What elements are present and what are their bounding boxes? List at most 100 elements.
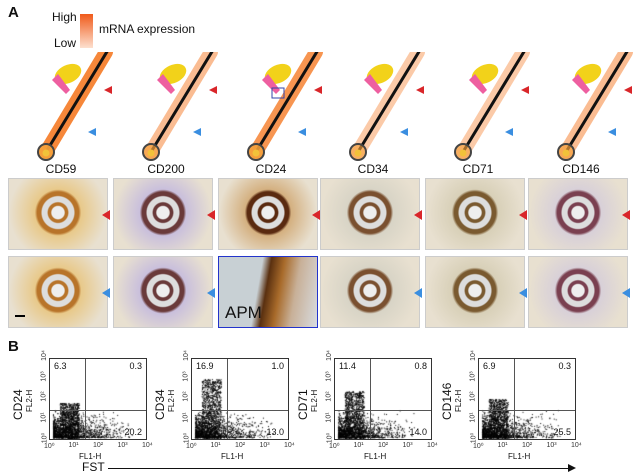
y-tick-label: 10¹ [469,411,477,423]
follicle-schematic [37,52,113,161]
follicle-schematic [142,52,218,161]
legend-title: mRNA expression [99,22,196,36]
histology-micrograph [528,178,628,250]
x-axis-label: FL1-H [79,452,102,461]
y-tick-label: 10² [40,391,48,402]
y-tick-label: 10³ [469,370,477,382]
y-tick-label: 10¹ [40,411,48,423]
histology-micrograph [8,256,108,328]
y-tick-label: 10⁴ [40,350,48,361]
upper-right-percent: 0.8 [414,361,427,371]
lower-arrowhead-icon [608,128,616,136]
y-tick-label: 10⁰ [41,432,49,444]
x-tick-label: 10² [93,442,104,449]
lower-arrowhead-icon [88,128,96,136]
x-tick-label: 10⁰ [186,443,197,450]
lower-arrowhead-icon [400,128,408,136]
arrector-pili-muscle [262,74,280,94]
upper-arrowhead-icon [521,86,529,94]
scatter-dots [335,359,431,439]
histology-micrograph [528,256,628,328]
marker-label: CD200 [147,162,185,176]
quadrant-gate-h [335,409,431,411]
lower-right-percent: 25.5 [553,427,571,437]
x-tick-label: 10¹ [210,442,221,449]
upper-arrowhead-icon [207,210,215,220]
lower-right-percent: 13.0 [266,427,284,437]
upper-arrowhead-icon [416,86,424,94]
legend-high: High [52,10,77,24]
y-tick-label: 10⁴ [325,350,333,361]
apm-label: APM [225,303,262,322]
panel-b-label: B [8,338,19,355]
scale-bar [15,315,25,317]
marker-axis-label: CD34 [153,389,167,420]
y-axis-label: FL2-H [310,389,319,412]
lower-arrowhead-icon [505,128,513,136]
flow-cytometry-plot: 11.4 0.8 14.0 [334,358,432,440]
y-tick-label: 10⁴ [469,350,477,361]
scatter-dots [50,359,146,439]
lower-arrowhead-icon [298,128,306,136]
marker-label: CD146 [562,162,600,176]
upper-arrowhead-icon [104,86,112,94]
upper-right-percent: 1.0 [271,361,284,371]
lower-right-percent: 14.0 [409,427,427,437]
histology-micrograph [320,178,420,250]
x-axis-label: FL1-H [364,452,387,461]
quadrant-gate-h [50,409,146,411]
marker-label: CD71 [462,162,494,176]
marker-label: CD24 [255,162,287,176]
fst-label: FST [82,460,105,474]
upper-arrowhead-icon [622,210,630,220]
quadrant-gate-v [85,359,87,439]
marker-axis-label: CD71 [296,389,310,420]
y-axis-label: FL2-H [454,389,463,412]
follicle-schematic [349,52,425,161]
x-tick-label: 10³ [546,442,557,449]
x-tick-label: 10² [235,442,246,449]
histology-micrograph [113,256,213,328]
upper-right-percent: 0.3 [558,361,571,371]
histology-micrograph [113,178,213,250]
upper-arrowhead-icon [314,86,322,94]
x-tick-label: 10³ [117,442,128,449]
flow-cytometry-plot: 6.9 0.3 25.5 [478,358,576,440]
histology-micrograph [425,256,525,328]
quadrant-gate-v [370,359,372,439]
upper-left-percent: 16.9 [196,361,214,371]
fst-arrow [108,468,570,469]
x-tick-label: 10² [522,442,533,449]
arrector-pili-muscle [572,74,590,94]
histology-micrograph [425,178,525,250]
arrector-pili-muscle [157,74,175,94]
scatter-dots [479,359,575,439]
quadrant-gate-h [192,409,288,411]
flow-cytometry-plot: 6.3 0.3 20.2 [49,358,147,440]
upper-arrowhead-icon [519,210,527,220]
flow-cytometry-plot: 16.9 1.0 13.0 [191,358,289,440]
arrector-pili-muscle [364,74,382,94]
x-tick-label: 10¹ [68,442,79,449]
x-tick-label: 10² [378,442,389,449]
histology-micrograph [218,178,318,250]
x-tick-label: 10⁴ [427,442,438,449]
apm-micrograph: APM [218,256,318,328]
x-tick-label: 10⁴ [284,442,295,449]
upper-left-percent: 6.9 [483,361,496,371]
expression-gradient-bar [80,14,93,48]
x-axis-label: FL1-H [221,452,244,461]
follicle-schematic [247,52,323,161]
y-axis-label: FL2-H [167,389,176,412]
x-tick-label: 10⁴ [142,442,153,449]
y-tick-label: 10³ [182,370,190,382]
quadrant-gate-v [514,359,516,439]
y-tick-label: 10⁰ [326,432,334,444]
y-tick-label: 10² [469,391,477,402]
histology-micrograph [320,256,420,328]
y-tick-label: 10⁴ [182,350,190,361]
x-tick-label: 10⁴ [571,442,582,449]
y-tick-label: 10¹ [325,411,333,423]
upper-right-percent: 0.3 [129,361,142,371]
upper-arrowhead-icon [312,210,320,220]
